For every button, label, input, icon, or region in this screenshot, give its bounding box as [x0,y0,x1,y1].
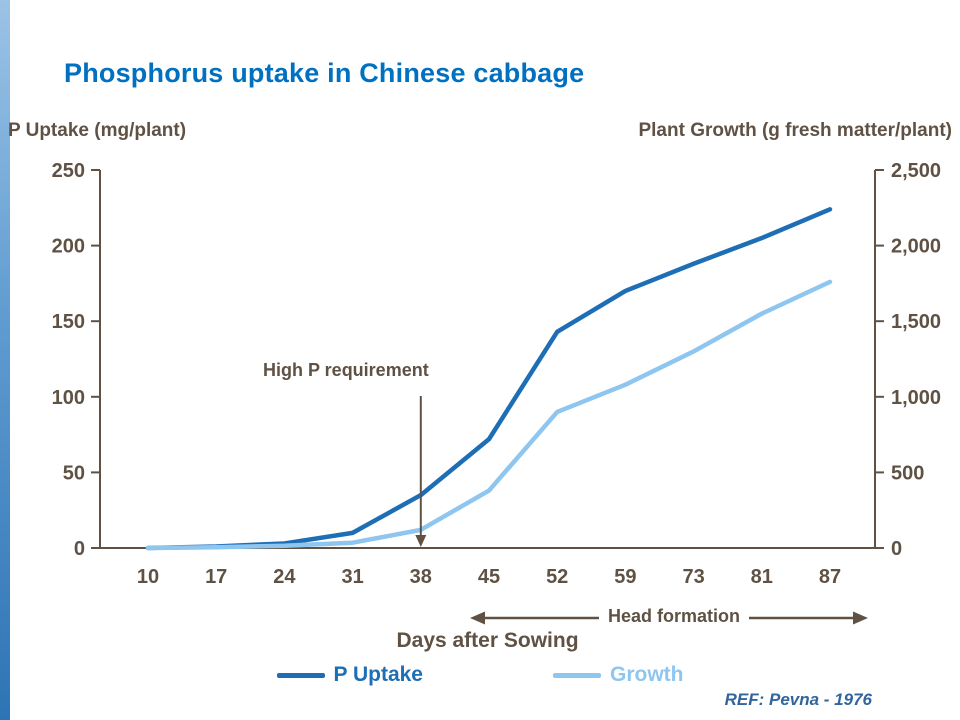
right-axis-tick-label: 2,500 [891,160,941,182]
left-axis-title: P Uptake (mg/plant) [8,120,187,141]
legend-item-growth: Growth [553,663,684,687]
annotation-high-p-requirement: High P requirement [263,360,429,380]
right-axis-tick-label: 1,500 [891,311,941,333]
page-title: Phosphorus uptake in Chinese cabbage [64,58,585,88]
head-formation-right-arrowhead-icon [853,611,868,625]
series-line-p-uptake [145,207,833,551]
right-axis-tick-label: 2,000 [891,236,941,258]
left-accent-bar [0,0,10,720]
left-axis-tick-label: 200 [52,236,85,258]
left-axis-tick-label: 50 [63,462,85,484]
right-axis-tick-label: 500 [891,462,924,484]
x-axis-tick-label: 10 [137,566,159,588]
reference-text: REF: Pevna - 1976 [724,690,872,709]
x-axis-tick-label: 31 [341,566,363,588]
left-axis-tick-label: 150 [52,311,85,333]
series-line-growth [145,279,833,551]
legend-line-icon [276,672,325,678]
head-formation-left-arrowhead-icon [470,611,485,625]
x-axis-title: Days after Sowing [396,629,579,652]
x-axis-tick-label: 59 [614,566,636,588]
x-axis-tick-label: 81 [751,566,773,588]
x-axis-tick-label: 24 [273,566,296,588]
x-axis-tick-label: 87 [819,566,841,588]
x-axis-tick-label: 38 [410,566,432,588]
x-axis-tick-label: 17 [205,566,227,588]
legend-label: P Uptake [333,663,424,686]
annotation-arrowhead-icon [415,535,427,547]
x-axis-tick-label: 45 [478,566,500,588]
legend-line-icon [553,672,601,678]
head-formation-label: Head formation [599,606,750,627]
left-axis-tick-label: 0 [74,538,85,560]
legend-label: Growth [610,663,684,686]
right-axis-tick-label: 0 [891,538,902,560]
right-axis-tick-label: 1,000 [891,387,941,409]
left-axis-tick-label: 250 [52,160,85,182]
chart-legend: P Uptake Growth [0,663,960,687]
x-axis-tick-label: 73 [682,566,704,588]
x-axis-tick-label: 52 [546,566,568,588]
right-axis-title: Plant Growth (g fresh matter/plant) [638,120,952,141]
legend-item-p-uptake: P Uptake [276,663,424,687]
left-axis-tick-label: 100 [52,387,85,409]
